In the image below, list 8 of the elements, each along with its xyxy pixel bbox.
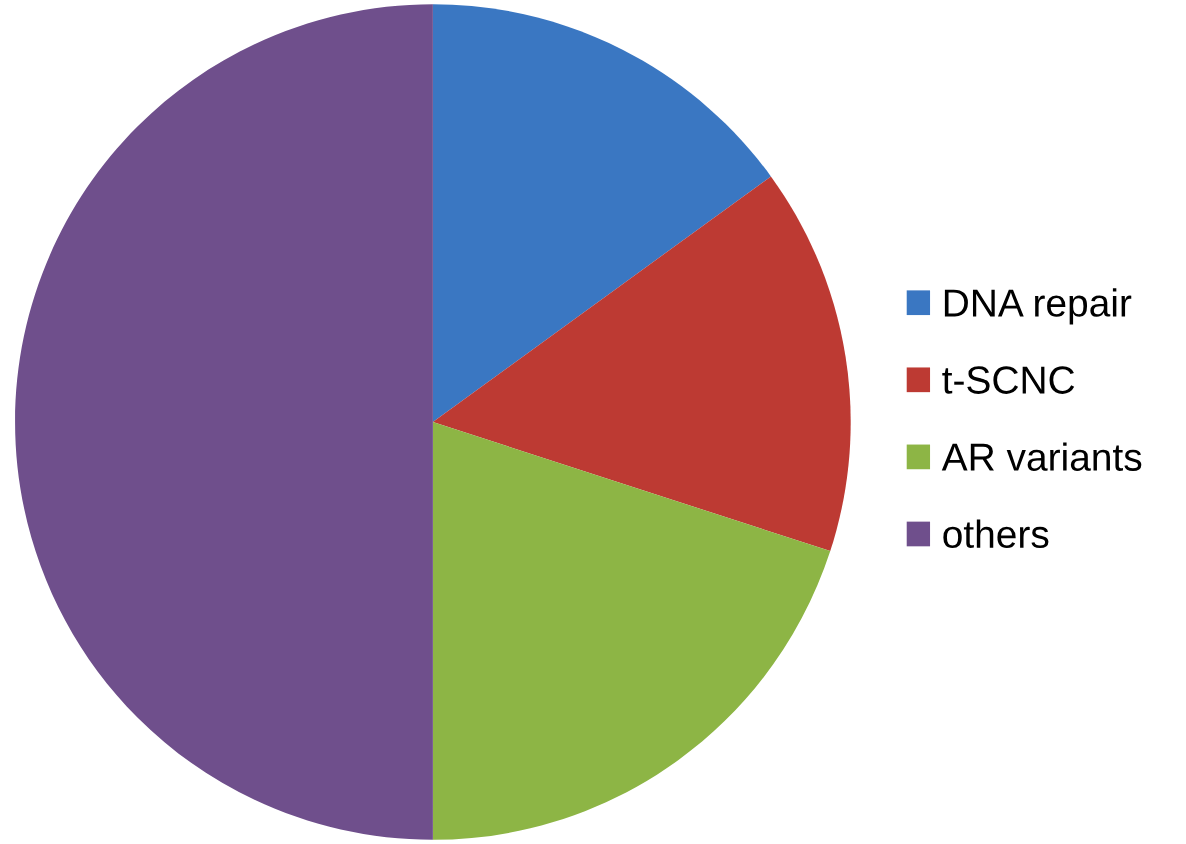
pie-slice <box>432 422 831 840</box>
legend-label: others <box>943 519 1049 549</box>
legend-label: AR variants <box>941 442 1142 471</box>
legend-label: DNA repair <box>944 288 1132 325</box>
pie-slice <box>15 4 433 840</box>
pie-slice <box>432 176 851 552</box>
pie-slice <box>432 4 771 422</box>
legend-label: t-SCNC <box>942 366 1075 394</box>
